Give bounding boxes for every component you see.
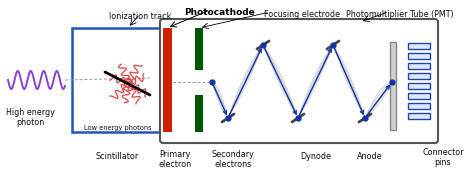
Bar: [163, 28, 172, 132]
Text: Photocathode: Photocathode: [185, 8, 255, 17]
Bar: [72, 28, 162, 132]
Bar: [408, 63, 430, 69]
Bar: [195, 28, 203, 70]
Bar: [408, 43, 430, 49]
Bar: [195, 95, 203, 132]
Text: Ionization track: Ionization track: [109, 12, 171, 21]
Text: Photomultiplier Tube (PMT): Photomultiplier Tube (PMT): [346, 10, 454, 19]
Bar: [408, 73, 430, 79]
Text: Connector
pins: Connector pins: [422, 148, 464, 167]
Text: Dynode: Dynode: [301, 152, 331, 161]
Bar: [408, 103, 430, 109]
Bar: [408, 83, 430, 89]
Text: Anode: Anode: [357, 152, 383, 161]
Text: Low energy photons: Low energy photons: [84, 125, 152, 131]
Bar: [408, 53, 430, 59]
Text: Primary
electron: Primary electron: [158, 150, 191, 169]
Bar: [408, 93, 430, 99]
Bar: [390, 42, 396, 130]
Text: High energy
photon: High energy photon: [6, 108, 55, 127]
FancyBboxPatch shape: [160, 19, 438, 143]
Text: Focusing electrode: Focusing electrode: [264, 10, 340, 19]
Text: Secondary
electrons: Secondary electrons: [211, 150, 255, 169]
Bar: [408, 113, 430, 119]
Text: Scintillator: Scintillator: [95, 152, 138, 161]
